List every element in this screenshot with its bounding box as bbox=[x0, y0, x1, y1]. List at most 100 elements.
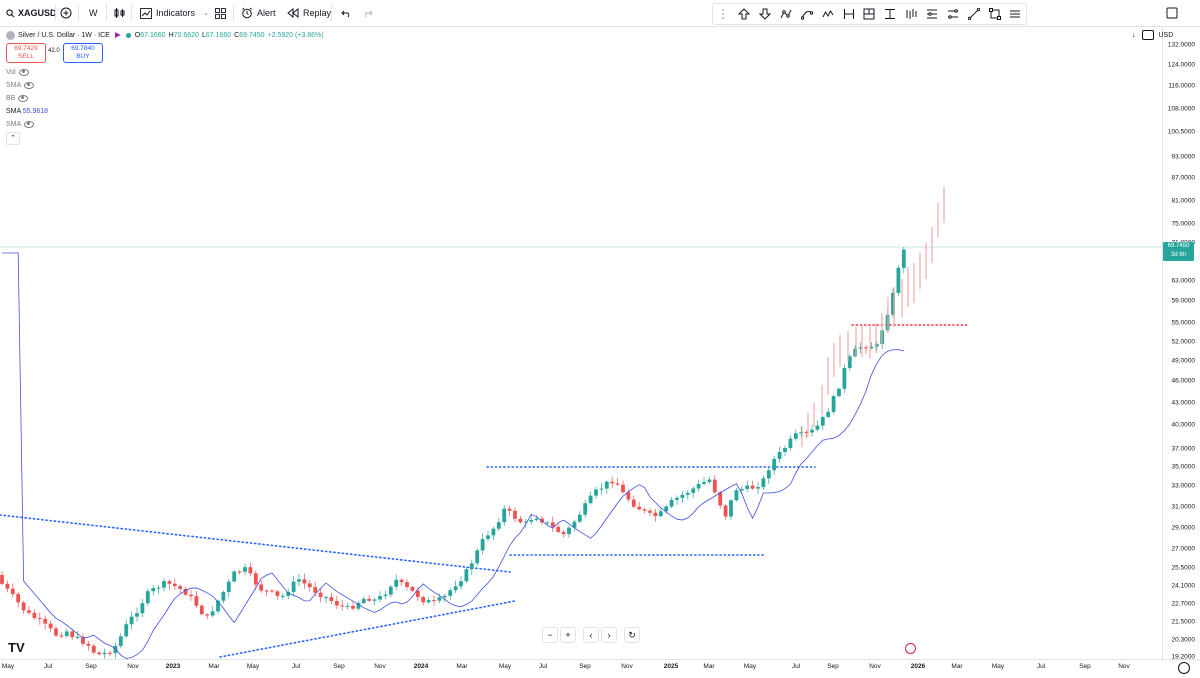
drawing-tool-bars-pattern[interactable] bbox=[901, 4, 922, 24]
eye-icon[interactable] bbox=[24, 120, 35, 128]
indicators-button[interactable]: Indicators ⌄ bbox=[140, 0, 209, 26]
interval-button[interactable]: W bbox=[89, 0, 98, 26]
eye-icon[interactable] bbox=[24, 81, 35, 89]
candle-body bbox=[199, 605, 204, 615]
drawing-tool-arrow-up[interactable] bbox=[734, 4, 755, 24]
drawing-tool-drag[interactable] bbox=[713, 4, 734, 24]
scroll-left-button[interactable]: ‹ bbox=[583, 627, 599, 643]
sell-button[interactable]: 69.7429 SELL bbox=[6, 43, 46, 63]
time-tick-label: 2023 bbox=[165, 663, 181, 670]
zoom-out-button[interactable]: − bbox=[542, 627, 558, 643]
candle-body bbox=[86, 643, 91, 646]
candle-body bbox=[523, 521, 528, 523]
drawing-tool-text[interactable] bbox=[1005, 4, 1026, 24]
candle-body bbox=[842, 367, 847, 389]
divider bbox=[233, 5, 234, 21]
time-tick-label: Jul bbox=[791, 663, 801, 670]
sell-label: SELL bbox=[18, 53, 34, 60]
path-icon bbox=[780, 9, 792, 19]
currency-label[interactable]: USD bbox=[1158, 31, 1174, 39]
spread-value: 42.0 bbox=[48, 48, 60, 54]
candle-body bbox=[145, 591, 150, 604]
chevron-down-icon: ⌄ bbox=[203, 10, 209, 17]
collapse-legend-button[interactable]: ⌃ bbox=[6, 132, 20, 145]
eye-icon[interactable] bbox=[18, 68, 29, 76]
upper-triangle-line[interactable] bbox=[0, 514, 511, 573]
bars-pattern-icon bbox=[906, 9, 917, 19]
lower-triangle-line[interactable] bbox=[219, 600, 516, 658]
candle-body bbox=[642, 509, 647, 511]
candle-body bbox=[696, 483, 701, 489]
eye-icon[interactable] bbox=[18, 94, 29, 102]
layout-button[interactable] bbox=[215, 0, 226, 26]
candle-body bbox=[680, 494, 685, 498]
indicator-sma-3[interactable]: SMA bbox=[6, 118, 48, 131]
candle-body bbox=[831, 396, 836, 412]
drawing-tool-arrow-down[interactable] bbox=[755, 4, 776, 24]
candle-body bbox=[124, 624, 129, 637]
indicator-bb[interactable]: BB bbox=[6, 92, 48, 105]
top-toolbar: XAGUSD W Indicators ⌄ Alert Replay bbox=[0, 0, 1200, 27]
drawing-tool-trend-line[interactable] bbox=[963, 4, 984, 24]
sma-line bbox=[2, 252, 904, 659]
price-chart[interactable] bbox=[0, 27, 1162, 659]
indicator-sma-2[interactable]: SMA 55.9618 bbox=[6, 105, 48, 118]
compare-button[interactable] bbox=[60, 0, 72, 26]
candle-body bbox=[172, 583, 177, 587]
candle-body bbox=[464, 569, 469, 582]
zoom-out-icon: − bbox=[547, 630, 553, 640]
drawing-tool-price-range[interactable] bbox=[880, 4, 901, 24]
tradingview-logo[interactable]: TV bbox=[8, 640, 25, 655]
pine-icon[interactable] bbox=[905, 643, 916, 654]
candle-body bbox=[723, 505, 728, 517]
candle-body bbox=[54, 628, 58, 636]
drawing-tool-parallel-channel[interactable] bbox=[942, 4, 963, 24]
indicator-vol[interactable]: Vol bbox=[6, 66, 48, 79]
price-tick-label: 49.0000 bbox=[1171, 357, 1196, 365]
candle-body bbox=[167, 581, 172, 584]
drawing-tool-date-range[interactable] bbox=[838, 4, 859, 24]
drawing-tool-long-position[interactable] bbox=[859, 4, 880, 24]
drawing-tool-path[interactable] bbox=[776, 4, 797, 24]
time-axis[interactable]: May Jul Sep Nov 2023 Mar May Jul Sep Nov 2024 Mar Ma… bbox=[0, 659, 1200, 678]
fullscreen-button[interactable] bbox=[1166, 0, 1178, 26]
chart-title: Silver / U.S. Dollar · 1W · ICE bbox=[18, 31, 110, 39]
scroll-right-button[interactable]: › bbox=[601, 627, 617, 643]
drawing-tool-curve[interactable] bbox=[796, 4, 817, 24]
candle-body bbox=[432, 600, 436, 602]
buy-button[interactable]: 69.7840 BUY bbox=[63, 43, 103, 63]
candle-body bbox=[280, 595, 285, 597]
download-icon[interactable]: ↓ bbox=[1132, 31, 1136, 39]
drawing-tool-pattern[interactable] bbox=[817, 4, 838, 24]
reset-chart-button[interactable]: ↻ bbox=[624, 627, 640, 643]
candles-icon bbox=[114, 8, 125, 18]
price-tick-label: 35.0000 bbox=[1171, 463, 1196, 471]
drawing-toolbar bbox=[712, 3, 1027, 25]
drawing-tool-rectangle[interactable] bbox=[984, 4, 1005, 24]
candle-body bbox=[621, 484, 625, 493]
candle-body bbox=[162, 581, 166, 588]
chart-type-button[interactable] bbox=[114, 0, 125, 26]
price-tick-label: 100.5000 bbox=[1167, 128, 1195, 136]
symbol-logo-icon bbox=[6, 30, 15, 40]
candle-body bbox=[496, 522, 501, 529]
lock-icon[interactable] bbox=[1141, 30, 1154, 40]
candle-body bbox=[707, 479, 712, 483]
candle-body bbox=[437, 597, 442, 601]
undo-button[interactable] bbox=[341, 0, 352, 26]
redo-button[interactable] bbox=[362, 0, 373, 26]
symbol-search[interactable]: XAGUSD bbox=[6, 0, 57, 26]
time-tick-label: Nov bbox=[869, 663, 881, 670]
price-axis[interactable]: 132.0000 124.0000 116.0000 108.0000 100.5000… bbox=[1162, 27, 1200, 661]
curve-icon bbox=[800, 10, 813, 20]
zoom-in-button[interactable]: + bbox=[560, 627, 576, 643]
settings-icon[interactable] bbox=[1178, 662, 1190, 674]
alert-button[interactable]: Alert bbox=[241, 0, 276, 26]
time-tick-label: 2026 bbox=[910, 663, 926, 670]
indicator-sma-1[interactable]: SMA bbox=[6, 79, 48, 92]
candle-body bbox=[210, 611, 215, 616]
replay-button[interactable]: Replay bbox=[287, 0, 331, 26]
last-price-badge: 69.7450 3d 6h bbox=[1163, 242, 1194, 261]
candle-body bbox=[518, 518, 523, 523]
drawing-tool-fib[interactable] bbox=[922, 4, 943, 24]
